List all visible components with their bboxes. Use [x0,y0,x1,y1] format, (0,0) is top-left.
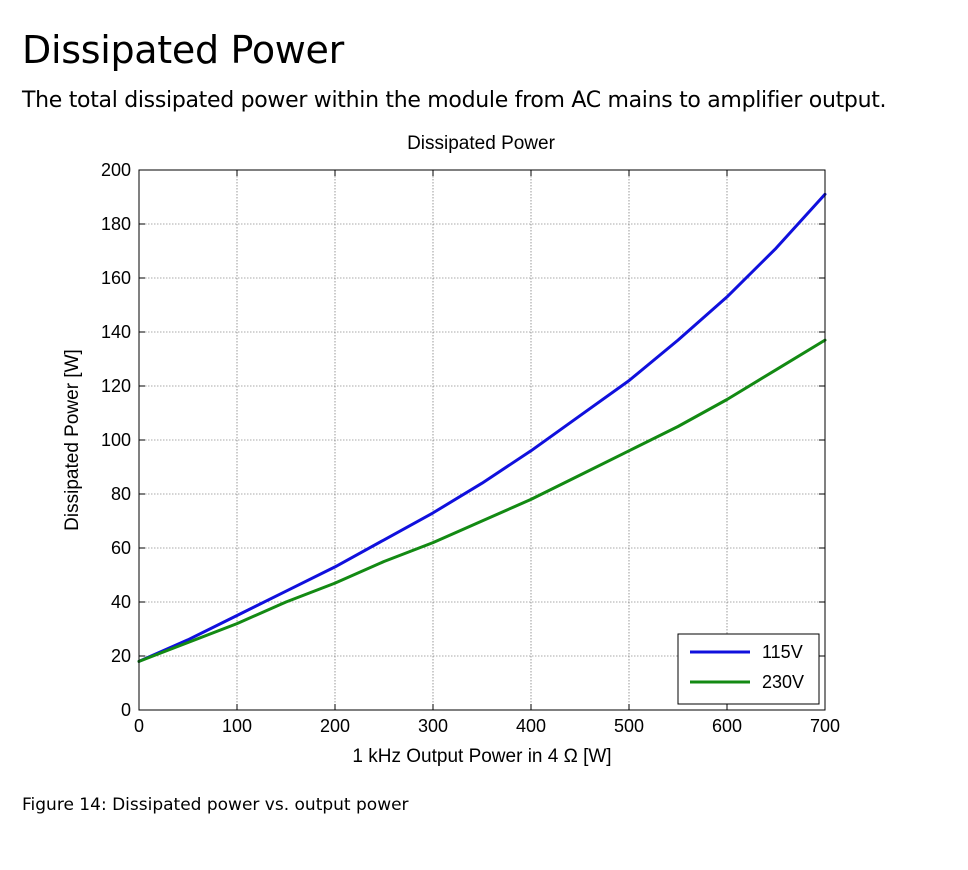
x-tick-label: 0 [134,716,144,736]
axis-ticks: 0 100 200 300 400 500 600 700 0 20 40 60 80 100 120 140… [101,160,840,736]
y-tick-label: 80 [111,484,131,504]
x-axis-label: 1 kHz Output Power in 4 Ω [W] [352,746,611,767]
chart-legend: 115V 230V [677,633,820,705]
legend-label-115v: 115V [762,642,803,662]
y-tick-label: 180 [101,214,131,234]
x-tick-label: 400 [516,716,546,736]
grid-lines [139,170,825,710]
series-lines [137,192,827,663]
x-tick-label: 200 [320,716,350,736]
legend-box [677,633,820,705]
chart-title: Dissipated Power [407,133,556,154]
y-tick-label: 0 [121,700,131,720]
x-tick-label: 700 [810,716,840,736]
y-axis-label: Dissipated Power [W] [62,349,83,531]
page-subtitle: The total dissipated power within the mo… [22,88,887,113]
x-tick-label: 300 [418,716,448,736]
y-tick-label: 20 [111,646,131,666]
y-tick-label: 100 [101,430,131,450]
y-tick-label: 140 [101,322,131,342]
legend-label-230v: 230V [762,672,804,692]
series-line-230v [137,338,827,663]
x-tick-label: 100 [222,716,252,736]
y-tick-label: 160 [101,268,131,288]
y-tick-label: 120 [101,376,131,396]
y-tick-label: 40 [111,592,131,612]
series-line-115v [137,192,827,663]
x-tick-label: 500 [614,716,644,736]
page-title: Dissipated Power [22,28,344,72]
y-tick-label: 200 [101,160,131,180]
y-tick-label: 60 [111,538,131,558]
figure-caption: Figure 14: Dissipated power vs. output p… [22,795,409,815]
x-tick-label: 600 [712,716,742,736]
